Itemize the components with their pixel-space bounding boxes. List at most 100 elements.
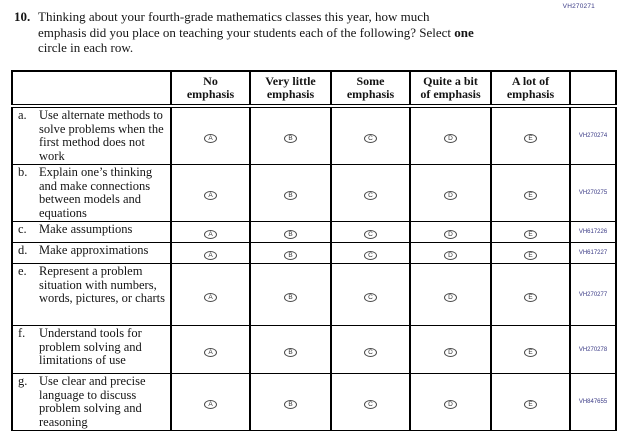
answer-oval-c[interactable]: C xyxy=(364,191,377,200)
answer-oval-b[interactable]: B xyxy=(284,400,297,409)
option-cell-very-little-emphasis: B xyxy=(249,242,332,264)
table-row: d. Make approximations A B C D E VH617227 xyxy=(11,242,617,264)
answer-oval-c[interactable]: C xyxy=(364,251,377,260)
answer-oval-e[interactable]: E xyxy=(524,134,537,143)
header-some-emphasis: Some emphasis xyxy=(330,70,411,108)
answer-oval-a[interactable]: A xyxy=(204,191,217,200)
answer-oval-a[interactable]: A xyxy=(204,347,217,357)
row-code: VH617226 xyxy=(569,221,617,243)
row-letter: a. xyxy=(18,108,27,122)
answer-oval-a[interactable]: A xyxy=(204,134,217,143)
option-cell-some-emphasis: C xyxy=(330,263,411,326)
row-code: VH270275 xyxy=(569,164,617,222)
option-cell-very-little-emphasis: B xyxy=(249,221,332,243)
row-code: VH270277 xyxy=(569,263,617,326)
row-statement: Understand tools for problem solving and… xyxy=(39,326,142,367)
answer-oval-a[interactable]: A xyxy=(204,251,217,260)
option-cell-very-little-emphasis: B xyxy=(249,325,332,374)
option-cell-very-little-emphasis: B xyxy=(249,373,332,431)
row-code: VH617227 xyxy=(569,242,617,264)
answer-oval-a[interactable]: A xyxy=(204,292,217,302)
header-very-little-emphasis: Very little emphasis xyxy=(249,70,332,108)
table-row: c. Make assumptions A B C D E VH617226 xyxy=(11,221,617,243)
answer-oval-d[interactable]: D xyxy=(444,400,457,409)
answer-oval-e[interactable]: E xyxy=(524,230,537,239)
answer-oval-b[interactable]: B xyxy=(284,292,297,302)
table-row: a. Use alternate methods to solve problem… xyxy=(11,105,617,165)
option-cell-quite-a-bit-of-emphasis: D xyxy=(409,325,492,374)
answer-oval-e[interactable]: E xyxy=(524,292,537,302)
option-cell-no-emphasis: A xyxy=(170,164,251,222)
option-cell-quite-a-bit-of-emphasis: D xyxy=(409,164,492,222)
header-statement-blank xyxy=(11,70,172,108)
header-no-emphasis: No emphasis xyxy=(170,70,251,108)
question-text: Thinking about your fourth-grade mathema… xyxy=(38,9,474,56)
option-cell-no-emphasis: A xyxy=(170,325,251,374)
answer-oval-d[interactable]: D xyxy=(444,347,457,357)
answer-oval-b[interactable]: B xyxy=(284,230,297,239)
statement-cell: e. Represent a problem situation with num… xyxy=(11,263,172,326)
statement-cell: b. Explain one’s thinking and make connec… xyxy=(11,164,172,222)
answer-oval-e[interactable]: E xyxy=(524,347,537,357)
row-statement: Represent a problem situation with numbe… xyxy=(39,264,166,305)
option-cell-no-emphasis: A xyxy=(170,221,251,243)
option-cell-very-little-emphasis: B xyxy=(249,105,332,165)
question-line-1: Thinking about your fourth-grade mathema… xyxy=(38,9,430,24)
question-number: 10. xyxy=(14,9,31,24)
statement-cell: c. Make assumptions xyxy=(11,221,172,243)
table-row: e. Represent a problem situation with num… xyxy=(11,263,617,326)
page-accession-code: VH270271 xyxy=(562,3,595,10)
question-block: 10. Thinking about your fourth-grade mat… xyxy=(14,9,474,56)
option-cell-some-emphasis: C xyxy=(330,242,411,264)
answer-oval-c[interactable]: C xyxy=(364,347,377,357)
answer-oval-e[interactable]: E xyxy=(524,251,537,260)
answer-oval-c[interactable]: C xyxy=(364,230,377,239)
option-cell-a-lot-of-emphasis: E xyxy=(490,263,571,326)
statement-cell: a. Use alternate methods to solve problem… xyxy=(11,105,172,165)
option-cell-no-emphasis: A xyxy=(170,242,251,264)
option-cell-a-lot-of-emphasis: E xyxy=(490,373,571,431)
row-statement: Make approximations xyxy=(39,243,149,257)
answer-oval-d[interactable]: D xyxy=(444,292,457,302)
answer-oval-d[interactable]: D xyxy=(444,230,457,239)
row-code: VH270274 xyxy=(569,105,617,165)
row-letter: b. xyxy=(18,165,28,179)
answer-oval-e[interactable]: E xyxy=(524,400,537,409)
question-line-2: emphasis did you place on teaching your … xyxy=(38,24,474,40)
answer-oval-c[interactable]: C xyxy=(364,134,377,143)
statement-cell: g. Use clear and precise language to disc… xyxy=(11,373,172,431)
statement-cell: f. Understand tools for problem solving a… xyxy=(11,325,172,374)
answer-oval-c[interactable]: C xyxy=(364,292,377,302)
header-quite-a-bit-of-emphasis: Quite a bit of emphasis xyxy=(409,70,492,108)
table-row: b. Explain one’s thinking and make connec… xyxy=(11,164,617,222)
answer-oval-b[interactable]: B xyxy=(284,251,297,260)
table-row: g. Use clear and precise language to disc… xyxy=(11,373,617,431)
header-a-lot-of-emphasis: A lot of emphasis xyxy=(490,70,571,108)
option-cell-some-emphasis: C xyxy=(330,221,411,243)
answer-oval-d[interactable]: D xyxy=(444,251,457,260)
option-cell-quite-a-bit-of-emphasis: D xyxy=(409,105,492,165)
option-cell-quite-a-bit-of-emphasis: D xyxy=(409,373,492,431)
row-letter: g. xyxy=(18,374,28,388)
option-cell-a-lot-of-emphasis: E xyxy=(490,164,571,222)
option-cell-a-lot-of-emphasis: E xyxy=(490,105,571,165)
table-body: a. Use alternate methods to solve problem… xyxy=(11,105,617,431)
answer-oval-b[interactable]: B xyxy=(284,134,297,143)
option-cell-a-lot-of-emphasis: E xyxy=(490,221,571,243)
answer-oval-d[interactable]: D xyxy=(444,191,457,200)
row-letter: f. xyxy=(18,326,26,340)
row-letter: d. xyxy=(18,243,28,257)
answer-oval-b[interactable]: B xyxy=(284,191,297,200)
answer-oval-d[interactable]: D xyxy=(444,134,457,143)
answer-oval-c[interactable]: C xyxy=(364,400,377,409)
answer-oval-b[interactable]: B xyxy=(284,347,297,357)
answer-oval-a[interactable]: A xyxy=(204,230,217,239)
header-code-blank xyxy=(569,70,617,108)
option-cell-some-emphasis: C xyxy=(330,105,411,165)
table-row: f. Understand tools for problem solving a… xyxy=(11,325,617,374)
option-cell-very-little-emphasis: B xyxy=(249,263,332,326)
option-cell-a-lot-of-emphasis: E xyxy=(490,325,571,374)
answer-oval-a[interactable]: A xyxy=(204,400,217,409)
answer-oval-e[interactable]: E xyxy=(524,191,537,200)
emphasis-matrix-table: No emphasis Very little emphasis Some empha… xyxy=(11,70,617,431)
